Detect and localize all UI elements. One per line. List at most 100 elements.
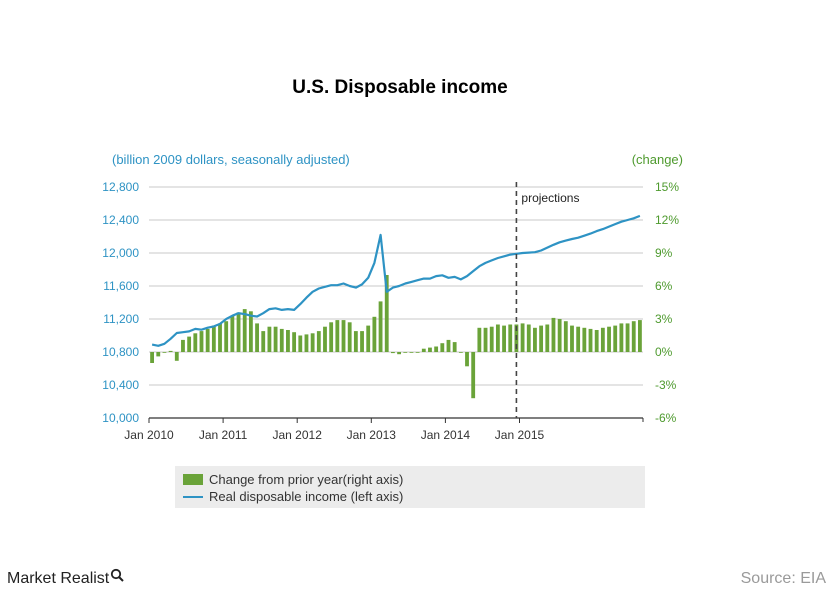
- bar: [329, 322, 334, 352]
- bar: [489, 326, 494, 352]
- bar: [440, 343, 445, 352]
- bar: [181, 339, 185, 352]
- bar: [600, 327, 605, 352]
- bar: [174, 352, 179, 361]
- bar: [483, 327, 488, 352]
- x-tick-label: Jan 2015: [495, 428, 545, 442]
- left-tick-label: 10,800: [102, 345, 139, 359]
- x-tick-label: Jan 2011: [199, 428, 248, 442]
- bar: [533, 327, 537, 352]
- bar: [341, 320, 346, 352]
- bar: [477, 327, 482, 352]
- source-label: Source: EIA: [740, 570, 826, 587]
- bar: [267, 326, 272, 352]
- bar: [230, 315, 235, 352]
- bar: [471, 352, 476, 399]
- bar: [366, 325, 371, 352]
- bar: [205, 328, 210, 352]
- bar: [384, 275, 389, 352]
- bar: [520, 323, 525, 352]
- brand-logo-text: Market Realist: [7, 570, 110, 587]
- bar: [434, 346, 439, 352]
- bar: [261, 331, 266, 352]
- x-tick-label: Jan 2010: [124, 428, 174, 442]
- legend-label-income: Real disposable income (left axis): [209, 489, 404, 504]
- bar-series-change: [150, 275, 642, 399]
- bar: [545, 324, 550, 352]
- bar: [347, 322, 352, 352]
- bar: [360, 331, 364, 352]
- legend: Change from prior year(right axis) Real …: [175, 466, 645, 508]
- bar: [637, 320, 642, 352]
- bar: [187, 336, 192, 352]
- bar: [199, 331, 204, 352]
- bar: [403, 352, 408, 353]
- bar: [551, 317, 556, 352]
- bar: [224, 321, 229, 352]
- bar: [458, 352, 463, 353]
- projection-label: projections: [521, 191, 579, 205]
- legend-bar-swatch: [183, 474, 203, 485]
- bar: [162, 352, 167, 353]
- left-tick-label: 10,400: [102, 378, 139, 392]
- bar: [316, 331, 321, 352]
- legend-item-change: Change from prior year(right axis): [183, 472, 403, 487]
- right-tick-label: -3%: [655, 378, 677, 392]
- bar: [576, 326, 581, 352]
- bar: [557, 319, 562, 352]
- income-line: [151, 214, 641, 347]
- bar: [310, 333, 315, 352]
- left-tick-label: 12,000: [102, 246, 139, 260]
- right-tick-label: 15%: [655, 180, 679, 194]
- bar: [539, 325, 544, 352]
- bar: [242, 309, 247, 352]
- right-tick-label: 12%: [655, 213, 679, 227]
- brand-logo: Market Realist: [7, 568, 124, 588]
- left-tick-label: 11,200: [103, 312, 139, 326]
- bar: [372, 316, 377, 352]
- bar: [248, 311, 253, 352]
- bar: [446, 339, 451, 352]
- bar: [582, 327, 587, 352]
- bar: [625, 323, 630, 352]
- right-tick-label: 3%: [655, 312, 673, 326]
- bar: [526, 324, 531, 352]
- bar: [193, 333, 198, 352]
- line-series-income: [151, 214, 641, 347]
- bar: [323, 326, 327, 352]
- left-tick-label: 10,000: [102, 411, 139, 425]
- bar: [390, 352, 395, 354]
- bar: [421, 348, 426, 352]
- bar: [563, 321, 568, 352]
- bar: [607, 326, 611, 352]
- right-tick-label: 0%: [655, 345, 673, 359]
- left-tick-label: 12,400: [102, 213, 139, 227]
- right-tick-label: 9%: [655, 246, 673, 260]
- bar: [508, 324, 513, 352]
- bar: [588, 328, 593, 352]
- bar: [465, 352, 469, 367]
- bar: [298, 335, 303, 352]
- projection-marker: projections: [515, 182, 579, 418]
- bar: [236, 312, 241, 352]
- right-axis-unit-label: (change): [631, 152, 683, 167]
- legend-line-swatch: [183, 495, 203, 498]
- bar: [397, 352, 402, 355]
- bar: [335, 320, 340, 352]
- x-tick-label: Jan 2014: [421, 428, 471, 442]
- bar: [428, 347, 432, 352]
- x-tick-label: Jan 2012: [273, 428, 323, 442]
- bar: [292, 332, 297, 352]
- bar: [279, 328, 284, 352]
- bar: [168, 350, 173, 352]
- bar: [613, 325, 618, 352]
- bar: [218, 323, 222, 352]
- legend-label-change: Change from prior year(right axis): [209, 472, 404, 487]
- bar: [619, 323, 624, 352]
- bar: [570, 325, 574, 352]
- bar: [631, 321, 636, 352]
- bar: [415, 352, 420, 353]
- legend-item-income: Real disposable income (left axis): [183, 489, 403, 504]
- bar: [409, 352, 414, 353]
